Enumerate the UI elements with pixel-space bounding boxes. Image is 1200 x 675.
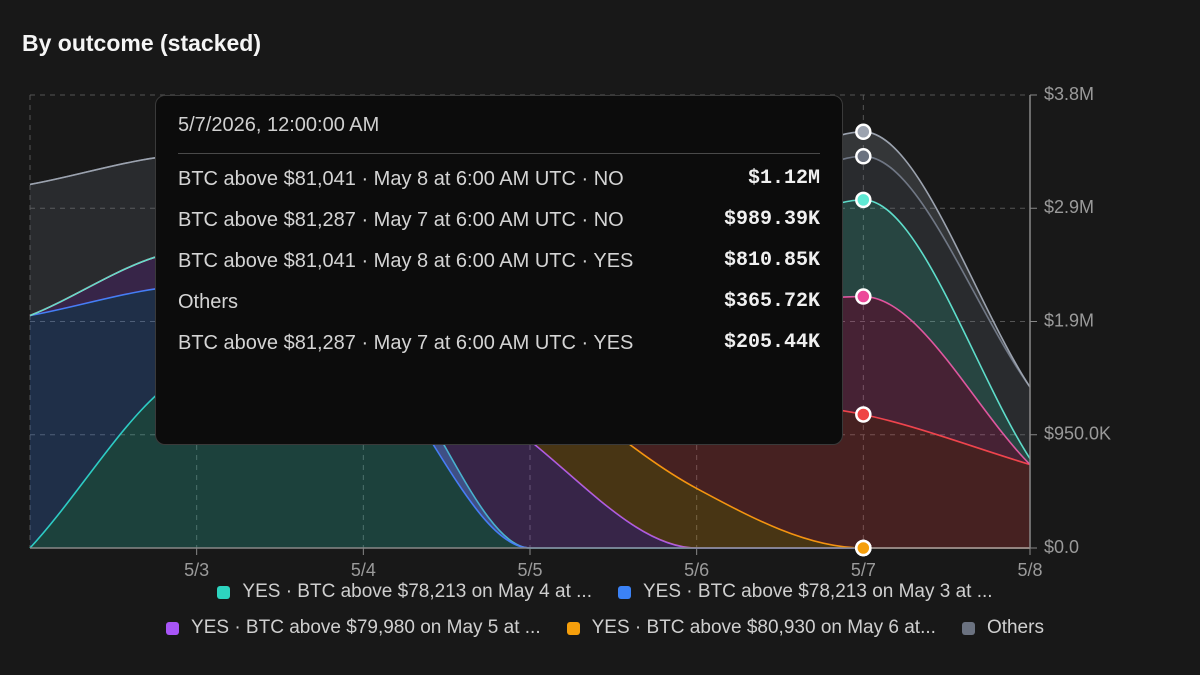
legend-label: YES · BTC above $78,213 on May 3 at ...: [643, 581, 993, 602]
tooltip-series-name: Others: [178, 291, 239, 313]
legend-label: Others: [986, 617, 1044, 638]
legend: YES · BTC above $78,213 on May 4 at ... Y…: [100, 580, 1110, 640]
tooltip: 5/7/2026, 12:00:00 AM BTC above $81,041 …: [155, 95, 843, 445]
x-tick-label: 5/5: [517, 560, 542, 580]
tooltip-series-name: BTC above $81,287 · May 7 at 6:00 AM UTC…: [178, 209, 624, 231]
tooltip-row: BTC above $81,041 · May 8 at 6:00 AM UTC…: [178, 246, 820, 276]
tooltip-row: Others $365.72K: [178, 287, 820, 317]
tooltip-series-name: BTC above $81,041 · May 8 at 6:00 AM UTC…: [178, 250, 634, 272]
legend-item[interactable]: YES · BTC above $78,213 on May 3 at ...: [618, 580, 993, 604]
x-tick-label: 5/8: [1017, 560, 1042, 580]
tooltip-row: BTC above $81,287 · May 7 at 6:00 AM UTC…: [178, 205, 820, 235]
hover-dot: [855, 123, 872, 141]
legend-item[interactable]: YES · BTC above $80,930 on May 6 at...: [566, 616, 936, 640]
hover-dot: [855, 148, 872, 165]
tooltip-value: $365.72K: [723, 290, 820, 313]
legend-swatch: [566, 621, 580, 635]
x-tick-label: 5/3: [184, 560, 209, 580]
legend-swatch: [618, 585, 631, 599]
y-tick-label: $3.8M: [1044, 84, 1094, 104]
legend-swatch: [166, 621, 180, 635]
y-tick-label: $950.0K: [1044, 424, 1111, 444]
legend-swatch: [961, 621, 975, 635]
tooltip-value: $205.44K: [723, 331, 820, 354]
legend-item[interactable]: YES · BTC above $78,213 on May 4 at ...: [217, 580, 592, 604]
legend-item[interactable]: YES · BTC above $79,980 on May 5 at ...: [166, 616, 541, 640]
x-tick-label: 5/6: [684, 560, 709, 580]
chart-title: By outcome (stacked): [22, 30, 262, 56]
legend-item[interactable]: Others: [961, 616, 1044, 640]
x-tick-label: 5/7: [851, 560, 876, 580]
y-tick-label: $1.9M: [1044, 310, 1094, 330]
x-tick-label: 5/4: [351, 560, 376, 580]
hover-dot: [855, 406, 872, 423]
hover-dot: [855, 539, 872, 557]
tooltip-value: $810.85K: [723, 249, 820, 272]
legend-label: YES · BTC above $79,980 on May 5 at ...: [191, 617, 541, 638]
tooltip-row: BTC above $81,041 · May 8 at 6:00 AM UTC…: [178, 164, 820, 194]
tooltip-series-name: BTC above $81,287 · May 7 at 6:00 AM UTC…: [178, 332, 634, 354]
area-fill: [30, 249, 1030, 548]
tooltip-value: $1.12M: [747, 167, 820, 190]
tooltip-value: $989.39K: [723, 208, 820, 231]
legend-swatch: [217, 585, 231, 599]
tooltip-title: 5/7/2026, 12:00:00 AM: [178, 114, 820, 154]
area-fill: [30, 249, 1030, 548]
tooltip-series-name: BTC above $81,041 · May 8 at 6:00 AM UTC…: [178, 168, 624, 190]
legend-label: YES · BTC above $78,213 on May 4 at ...: [242, 581, 592, 602]
tooltip-row: BTC above $81,287 · May 7 at 6:00 AM UTC…: [178, 328, 820, 358]
y-tick-label: $0.0: [1044, 537, 1079, 557]
y-tick-label: $2.9M: [1044, 197, 1094, 217]
hover-dot: [855, 191, 872, 209]
legend-label: YES · BTC above $80,930 on May 6 at...: [591, 617, 936, 638]
hover-dot: [855, 288, 872, 305]
